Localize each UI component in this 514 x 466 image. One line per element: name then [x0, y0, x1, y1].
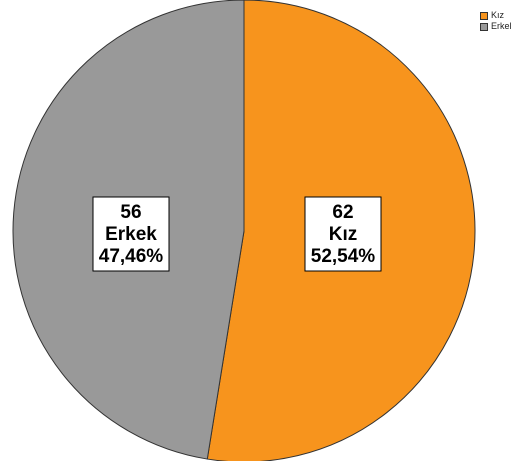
legend: Kız Erkel	[480, 10, 512, 32]
slice-name-erkek: Erkek	[105, 224, 157, 245]
legend-label-kiz: Kız	[491, 10, 505, 20]
slice-name-kiz: Kız	[329, 224, 358, 245]
slice-label-box-kiz	[304, 196, 382, 272]
legend-swatch-erkek	[480, 22, 488, 31]
slice-count-erkek: 56	[120, 202, 141, 223]
legend-item-kiz: Kız	[480, 10, 512, 21]
legend-label-erkek: Erkel	[491, 21, 512, 31]
legend-swatch-kiz	[480, 11, 488, 20]
slice-label-box-erkek	[92, 196, 170, 272]
legend-item-erkek: Erkel	[480, 21, 512, 32]
slice-percent-erkek: 47,46%	[99, 246, 164, 267]
pie-slices	[12, 0, 476, 463]
slice-percent-kiz: 52,54%	[311, 246, 376, 267]
slice-count-kiz: 62	[332, 202, 353, 223]
